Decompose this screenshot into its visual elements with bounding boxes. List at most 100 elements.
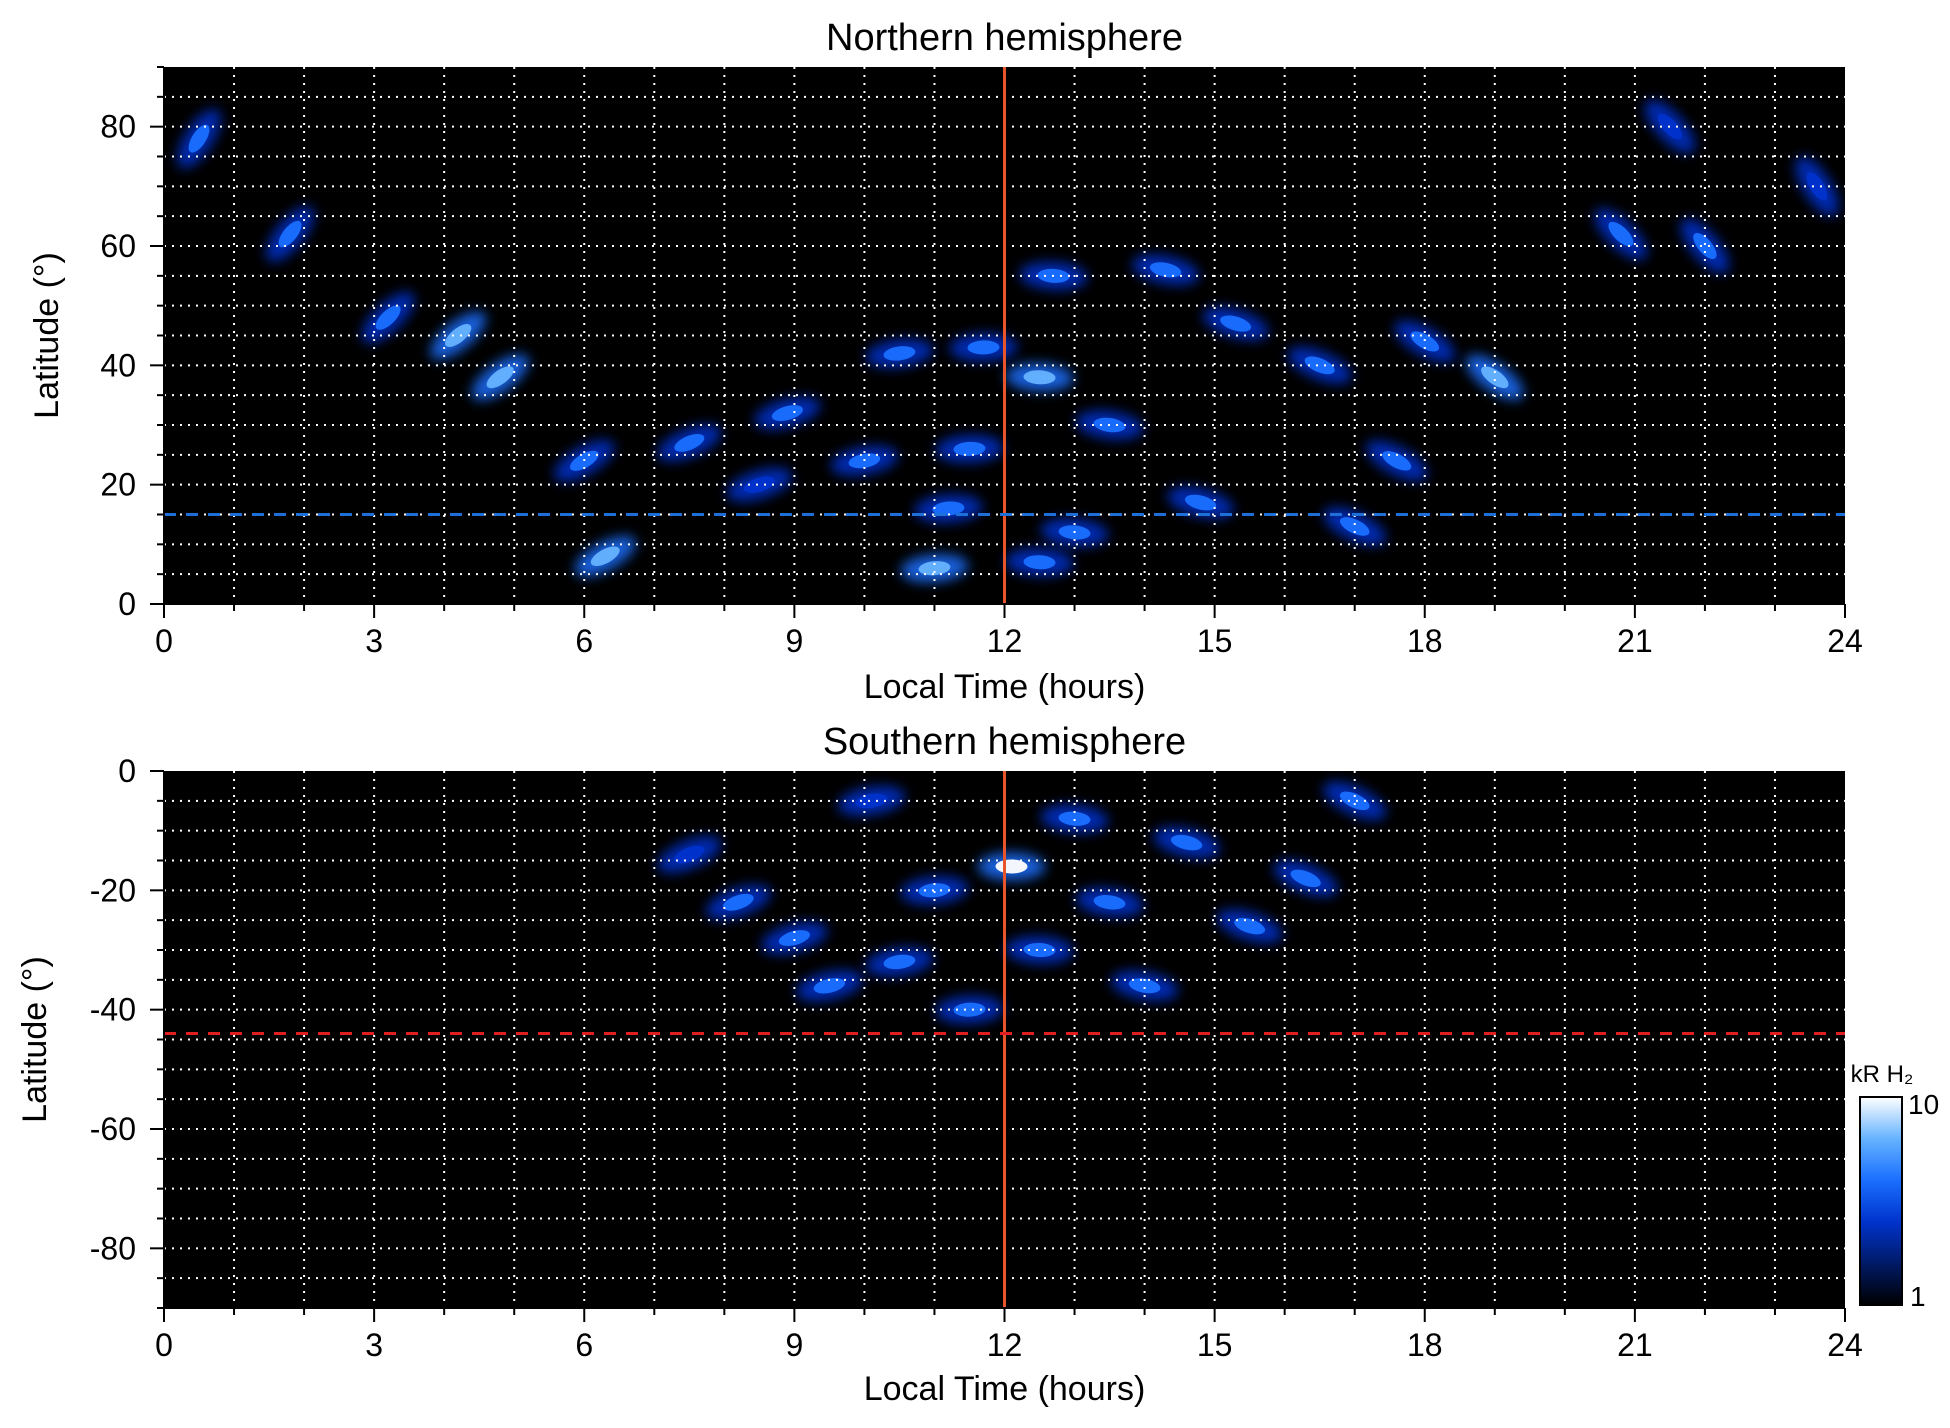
emission-peak	[1075, 887, 1144, 917]
emission-peak	[1132, 254, 1200, 286]
emission-peak	[1273, 860, 1338, 897]
x-tick-label: 3	[365, 623, 383, 659]
emission-peak	[657, 836, 722, 873]
emission-core	[1608, 221, 1634, 247]
emission-core	[918, 883, 951, 898]
emission-peak	[1366, 440, 1428, 481]
x-tick-label: 12	[987, 1327, 1023, 1363]
emission-core	[1339, 791, 1370, 811]
emission-core	[723, 893, 754, 911]
panel-south-xlabel: Local Time (hours)	[864, 1370, 1146, 1408]
emission-peak	[900, 553, 969, 583]
emission-core	[1481, 366, 1509, 389]
y-tick-label: -60	[90, 1111, 136, 1147]
y-tick-label: 60	[100, 228, 136, 264]
y-tick-label: 20	[100, 467, 136, 503]
emission-peak	[900, 876, 969, 905]
emission-core	[953, 441, 986, 456]
emission-peak	[726, 467, 793, 502]
emission-peak	[754, 396, 821, 430]
emission-peak	[177, 108, 221, 169]
colorbar-min-label: 1	[1910, 1281, 1926, 1312]
panel-south: Southern hemisphere 0 3 6 9 12 15 18 21 24 0 -20 -4…	[16, 721, 1863, 1408]
emission-peak	[471, 354, 529, 401]
emission-peak	[949, 333, 1018, 362]
emission-peak	[761, 921, 828, 955]
emission-core	[1128, 978, 1161, 994]
emission-core	[1023, 942, 1056, 958]
emission-peak	[935, 434, 1004, 463]
emission-peak	[657, 424, 722, 462]
panel-south-ylabel: Latitude (°)	[16, 956, 54, 1123]
emission-peak	[1005, 363, 1074, 392]
south-reference-lines	[164, 771, 1845, 1308]
x-tick-label: 0	[155, 623, 173, 659]
emission-peak	[1111, 970, 1179, 1001]
emission-core	[1023, 555, 1056, 570]
x-tick-label: 15	[1197, 1327, 1233, 1363]
y-tick-label: 80	[100, 109, 136, 145]
emission-core	[953, 1002, 986, 1017]
emission-core	[444, 324, 472, 347]
emission-peak	[1287, 346, 1352, 384]
x-tick-label: 15	[1197, 623, 1233, 659]
colorbar-gradient	[1859, 1096, 1903, 1306]
emission-peak	[935, 995, 1004, 1024]
x-tick-label: 9	[785, 1327, 803, 1363]
x-tick-label: 3	[365, 1327, 383, 1363]
emission-peak	[1323, 781, 1387, 821]
colorbar-label: kR H₂	[1851, 1061, 1914, 1088]
emission-core	[278, 220, 302, 248]
south-axes: 0 3 6 9 12 15 18 21 24 0 -20 -40 -60 -80	[90, 753, 1863, 1363]
emission-core	[1023, 370, 1056, 385]
emission-core	[1093, 895, 1126, 910]
x-tick-label: 6	[575, 1327, 593, 1363]
emission-core	[771, 405, 803, 422]
emission-core	[813, 978, 846, 994]
emission-peak	[266, 206, 315, 262]
x-tick-label: 9	[785, 623, 803, 659]
emission-peak	[361, 291, 415, 344]
emission-peak	[1216, 909, 1283, 943]
emission-peak	[705, 885, 771, 920]
emission-core	[1290, 869, 1321, 888]
y-tick-label: -20	[90, 872, 136, 908]
panel-north-ylabel: Latitude (°)	[28, 252, 66, 419]
emission-core	[1149, 262, 1182, 278]
emission-core	[1410, 331, 1440, 352]
y-tick-label: 0	[118, 753, 136, 789]
emission-core	[883, 346, 916, 361]
emission-peak	[1594, 208, 1648, 260]
emission-core	[1304, 356, 1335, 375]
x-tick-label: 18	[1407, 623, 1443, 659]
emission-core	[188, 124, 210, 153]
emission-core	[1339, 517, 1370, 536]
x-tick-label: 0	[155, 1327, 173, 1363]
emission-peak	[1202, 307, 1269, 341]
x-tick-label: 24	[1827, 623, 1863, 659]
south-emission-layer	[657, 781, 1387, 1024]
panel-south-title: Southern hemisphere	[823, 721, 1186, 763]
emission-core	[1382, 451, 1412, 471]
emission-peak	[1680, 218, 1730, 274]
colorbar: kR H₂ 10 1	[1851, 1061, 1939, 1312]
x-tick-label: 21	[1617, 1327, 1653, 1363]
emission-core	[375, 305, 401, 330]
x-tick-label: 24	[1827, 1327, 1863, 1363]
x-tick-label: 21	[1617, 623, 1653, 659]
emission-peak	[1465, 354, 1524, 400]
emission-core	[883, 954, 916, 970]
y-tick-label: -40	[90, 992, 136, 1028]
y-tick-label: 40	[100, 347, 136, 383]
emission-peak	[574, 535, 636, 577]
emission-peak	[1005, 548, 1074, 577]
emission-peak	[865, 947, 934, 977]
north-axes: 0 3 6 9 12 15 18 21 24 0 20 40 60 80	[100, 66, 1863, 659]
emission-core	[590, 546, 620, 567]
emission-peak	[1153, 826, 1220, 859]
emission-peak	[1394, 320, 1456, 363]
emission-peak	[1323, 507, 1387, 546]
emission-peak	[1040, 804, 1109, 833]
emission-core	[674, 433, 705, 452]
